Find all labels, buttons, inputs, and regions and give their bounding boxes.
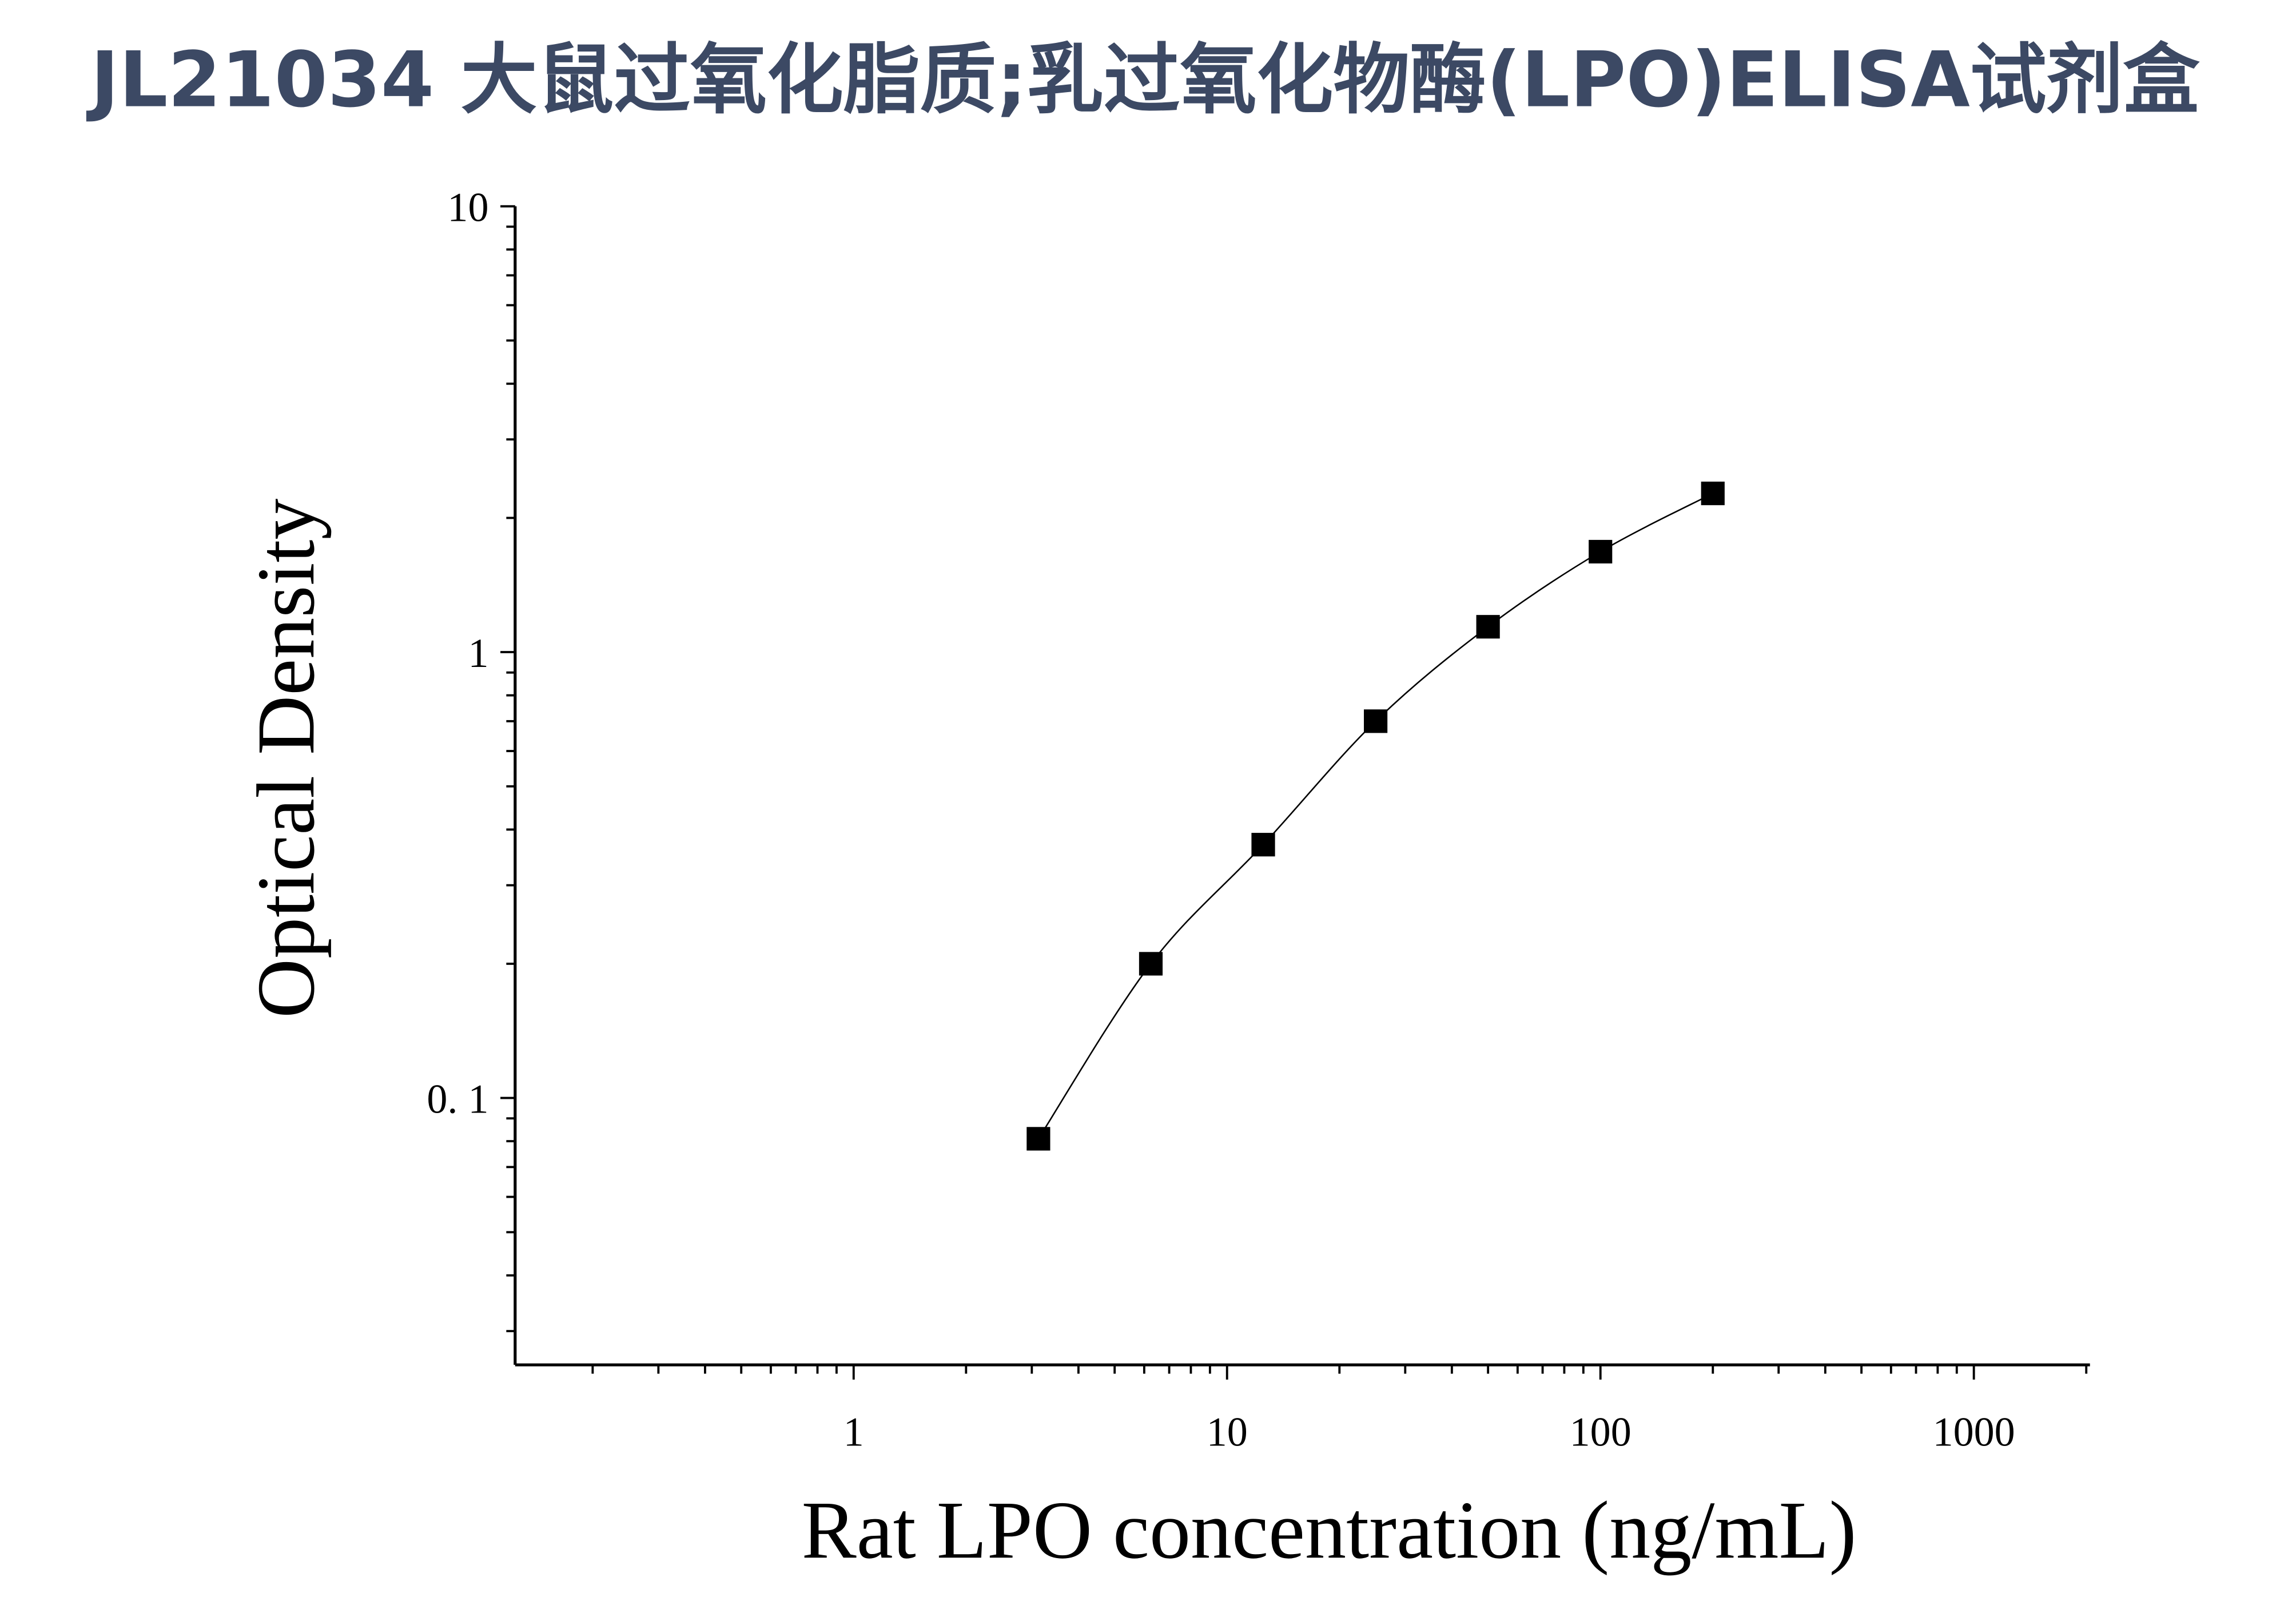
- data-points: [1026, 482, 1725, 1151]
- x-tick-label: 10: [1207, 1409, 1248, 1455]
- y-tick-label: 1: [468, 630, 488, 676]
- axes: 1 10 100 1000 0. 1 1 10: [427, 184, 2090, 1455]
- x-tick-label: 1000: [1933, 1409, 2015, 1455]
- y-axis-label: Optical Density: [241, 499, 332, 1019]
- data-point: [1589, 539, 1613, 564]
- y-tick-label: 10: [447, 184, 488, 230]
- x-tick-label: 1: [843, 1409, 864, 1455]
- chart-title: JL21034 大鼠过氧化脂质;乳过氧化物酶(LPO)ELISA试剂盒: [86, 35, 2200, 125]
- data-point: [1026, 1127, 1050, 1151]
- data-point: [1139, 952, 1163, 976]
- x-axis-label: Rat LPO concentration (ng/mL): [802, 1485, 1857, 1576]
- data-point: [1363, 709, 1388, 733]
- data-point: [1476, 615, 1500, 639]
- fit-curve: [1037, 492, 1713, 1139]
- data-point: [1701, 482, 1725, 506]
- data-point: [1251, 833, 1275, 857]
- x-tick-label: 100: [1570, 1409, 1632, 1455]
- y-tick-label: 0. 1: [427, 1076, 488, 1122]
